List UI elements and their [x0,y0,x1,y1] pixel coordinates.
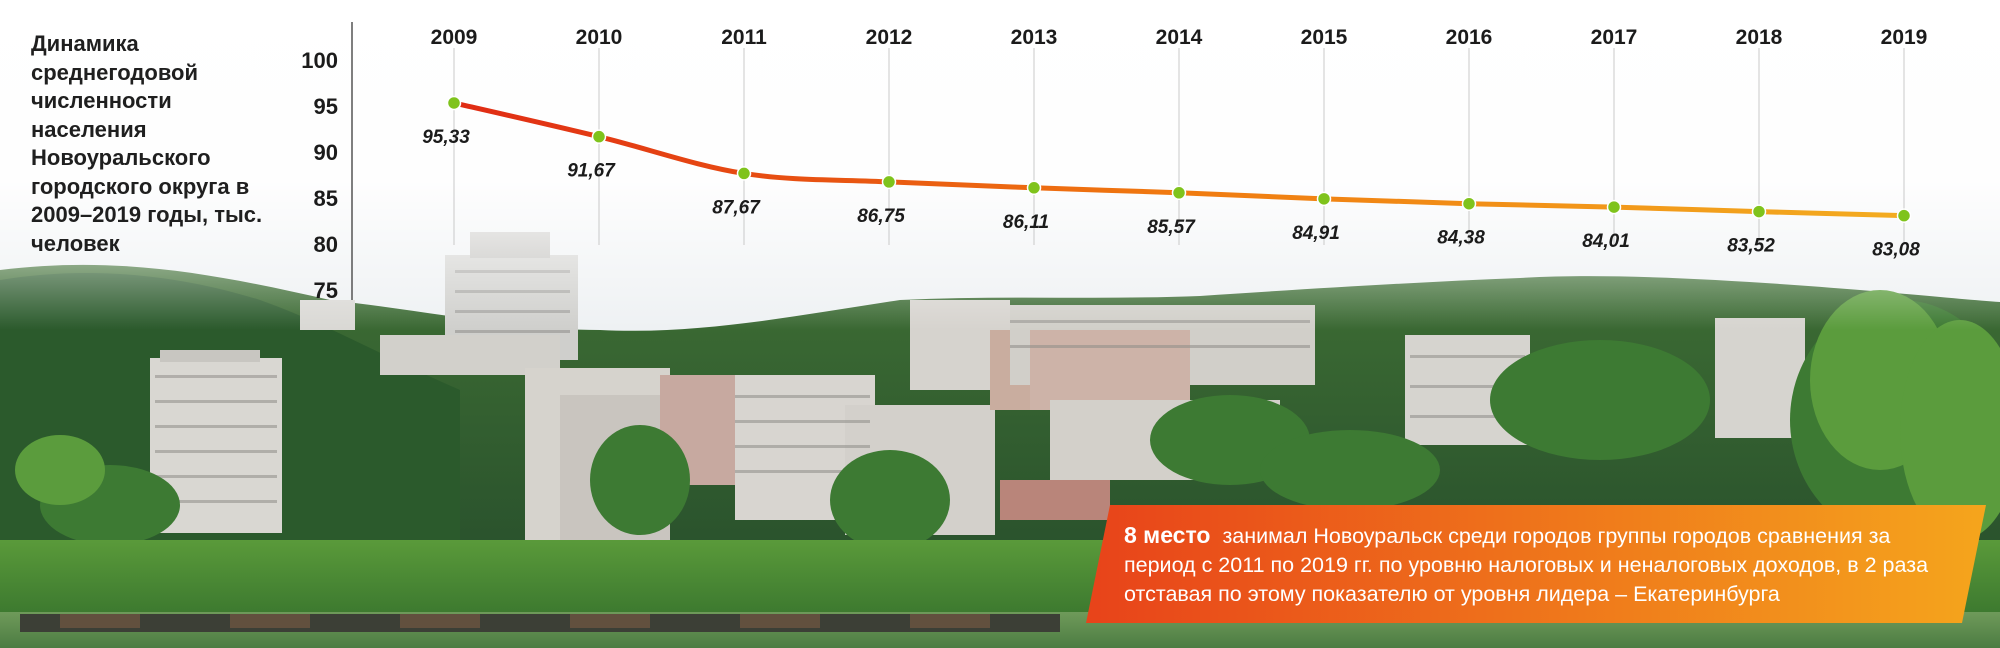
x-tick-label: 2018 [1736,26,1783,49]
x-tick-label: 2015 [1301,26,1348,49]
data-point [446,95,462,111]
y-tick-label: 95 [314,94,338,119]
data-label: 84,38 [1437,228,1485,249]
x-tick-label: 2016 [1446,26,1493,49]
sky-fade [0,0,2000,330]
data-label: 86,11 [1003,212,1049,233]
y-tick-label: 85 [314,186,338,211]
callout-background [1086,505,1986,623]
data-point [1606,199,1622,215]
data-label: 85,57 [1147,217,1196,238]
data-label: 86,75 [857,206,905,227]
y-tick-label: 90 [314,140,338,165]
data-label: 87,67 [712,197,761,218]
data-label: 83,08 [1872,240,1920,261]
x-tick-label: 2012 [866,26,913,49]
y-tick-label: 100 [301,48,338,73]
x-tick-label: 2009 [431,26,478,49]
callout-highlight: 8 место [1124,522,1211,548]
x-tick-label: 2014 [1156,26,1203,49]
callout-panel: 8 место занимал Новоуральск среди городо… [1086,505,1986,623]
x-tick-label: 2013 [1011,26,1058,49]
y-tick-label: 75 [314,278,338,303]
data-label: 84,01 [1582,231,1630,252]
callout-body: занимал Новоуральск среди городов группы… [1124,524,1929,606]
data-point [1171,185,1187,201]
data-label: 91,67 [567,161,616,182]
data-point [1461,196,1477,211]
data-label: 95,33 [422,127,470,148]
data-point [1896,208,1912,223]
data-point [1316,191,1332,207]
data-label: 84,91 [1292,223,1340,244]
chart-title: Динамика среднегодовой численности насел… [31,31,263,256]
callout-text: 8 место занимал Новоуральск среди городо… [1124,521,1964,609]
x-tick-label: 2011 [721,26,767,49]
x-tick-label: 2010 [576,26,623,49]
data-point [1026,180,1042,196]
data-point [1751,204,1767,219]
y-tick-label: 80 [314,232,338,257]
data-point [881,174,897,190]
x-tick-label: 2017 [1591,26,1638,49]
data-point [591,129,607,144]
data-label: 83,52 [1727,236,1775,257]
x-tick-label: 2019 [1881,26,1928,49]
data-point [736,166,752,181]
